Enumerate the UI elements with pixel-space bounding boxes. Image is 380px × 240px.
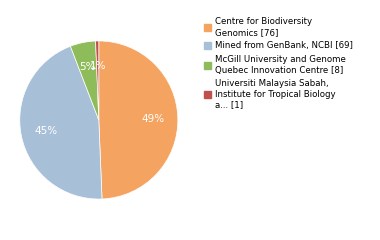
Text: 1%: 1% xyxy=(89,61,106,71)
Text: 45%: 45% xyxy=(35,126,58,136)
Text: 49%: 49% xyxy=(141,114,164,124)
Legend: Centre for Biodiversity
Genomics [76], Mined from GenBank, NCBI [69], McGill Uni: Centre for Biodiversity Genomics [76], M… xyxy=(202,16,355,111)
Wedge shape xyxy=(20,46,102,199)
Wedge shape xyxy=(99,41,178,199)
Wedge shape xyxy=(96,41,99,120)
Text: 5%: 5% xyxy=(80,62,96,72)
Wedge shape xyxy=(70,41,99,120)
